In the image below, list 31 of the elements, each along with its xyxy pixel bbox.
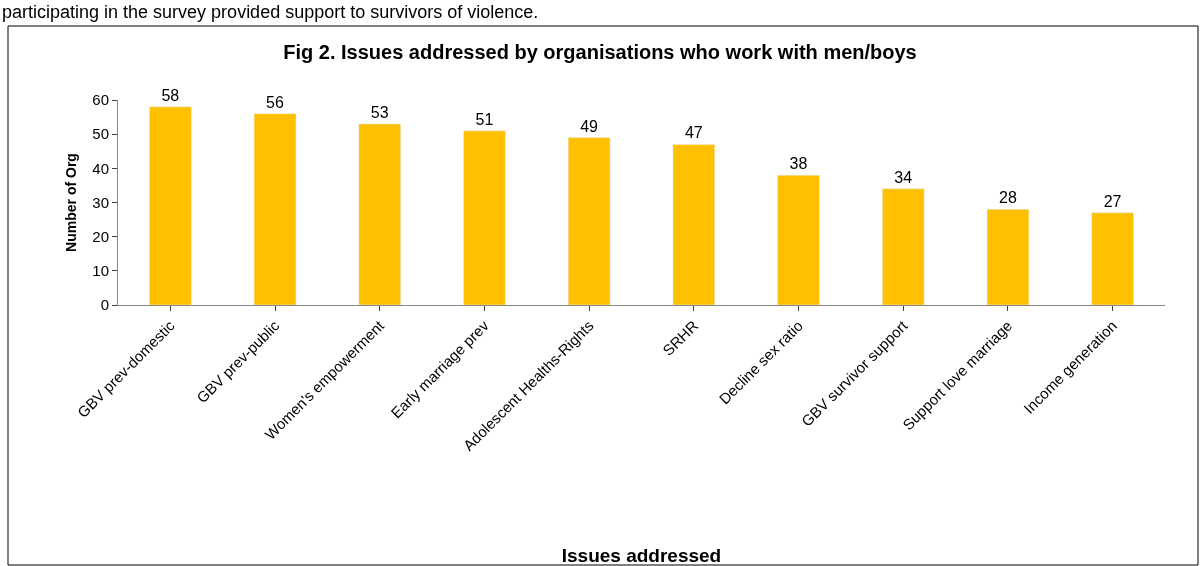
bar	[777, 174, 820, 305]
y-tick-label: 20	[92, 227, 109, 245]
chart-title: Fig 2. Issues addressed by organisations who work with men/boys	[283, 41, 917, 63]
bar	[1091, 212, 1134, 305]
y-tick-label: 60	[92, 91, 109, 109]
bar	[253, 113, 297, 305]
bar	[567, 137, 611, 305]
x-axis-title: Issues addressed	[561, 545, 722, 566]
data-label: 49	[580, 117, 599, 135]
y-tick-label: 40	[92, 159, 109, 177]
data-label: 53	[370, 103, 389, 121]
y-tick-label: 0	[100, 296, 109, 314]
bar	[358, 123, 401, 305]
bar	[463, 130, 506, 305]
data-label: 51	[475, 110, 494, 128]
y-tick-label: 10	[92, 262, 109, 280]
data-label: 28	[999, 189, 1017, 207]
data-label: 56	[266, 93, 284, 111]
data-label: 38	[789, 155, 808, 173]
data-label: 47	[684, 124, 703, 142]
data-label: 58	[161, 86, 180, 104]
y-tick-label: 30	[92, 193, 109, 211]
data-label: 34	[894, 168, 913, 186]
y-tick-label: 50	[92, 125, 109, 143]
bar	[149, 106, 192, 305]
bar	[882, 188, 925, 305]
text: participating in the survey provided support to survivors of violence.	[2, 2, 539, 22]
y-axis-title: Number of Org	[62, 153, 79, 252]
bar	[986, 209, 1030, 305]
data-label: 27	[1103, 192, 1122, 210]
bar	[672, 144, 716, 305]
